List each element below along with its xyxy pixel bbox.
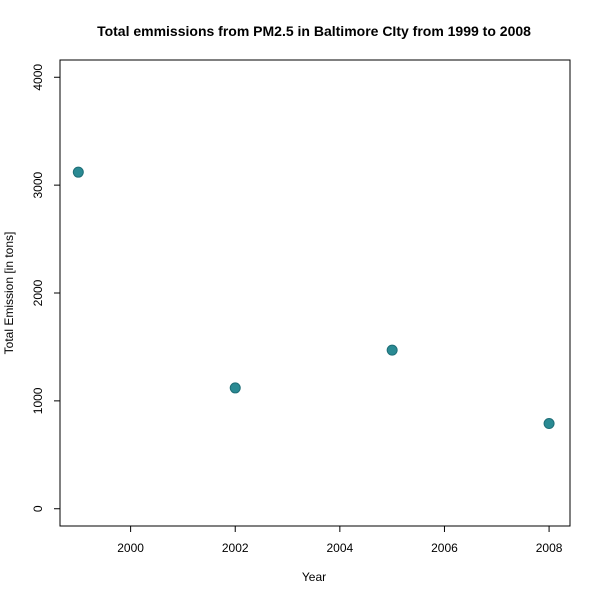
- x-axis-label: Year: [302, 570, 326, 584]
- y-tick-label: 0: [31, 505, 45, 512]
- plot-frame: [59, 59, 571, 527]
- x-tick-label: 2000: [117, 541, 144, 555]
- y-tick-label: 1000: [31, 387, 45, 414]
- x-axis: 2000 2002 2004 2006 2008: [117, 526, 563, 555]
- x-tick-label: 2002: [222, 541, 249, 555]
- data-point: [229, 382, 241, 394]
- y-tick-label: 4000: [31, 64, 45, 91]
- data-point: [72, 166, 84, 178]
- y-tick-label: 3000: [31, 171, 45, 198]
- data-point: [543, 418, 555, 430]
- y-axis: 0 1000 2000 3000 4000: [31, 64, 60, 512]
- y-axis-label: Total Emission [in tons]: [2, 232, 16, 355]
- y-tick-label: 2000: [31, 279, 45, 306]
- x-tick-label: 2006: [431, 541, 458, 555]
- data-point: [386, 344, 398, 356]
- chart-title: Total emmissions from PM2.5 in Baltimore…: [97, 23, 531, 39]
- x-tick-label: 2008: [536, 541, 563, 555]
- data-points: [72, 166, 555, 430]
- x-tick-label: 2004: [326, 541, 353, 555]
